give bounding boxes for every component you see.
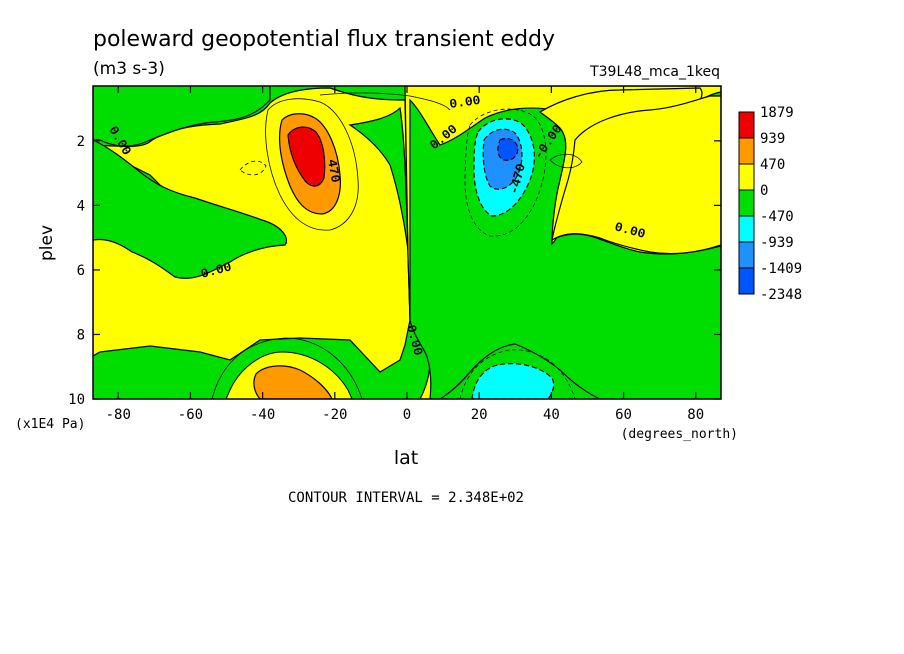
region-green-upper-left [93, 86, 271, 147]
colorbar-label: 470 [760, 157, 785, 173]
x-tick-label: 40 [543, 407, 560, 423]
region-green-left-mid [93, 139, 287, 279]
colorbar-label: -939 [760, 235, 794, 251]
colorbar-swatch [738, 241, 755, 269]
colorbar-label: 0 [760, 183, 768, 199]
colorbar-swatch [738, 215, 755, 243]
contour-field: 0.00 0.00 0.00 0.00 0.00 0.00 470 -470 -… [93, 86, 721, 399]
x-axis-units: (degrees_north) [621, 427, 738, 442]
y-axis-units: (x1E4 Pa) [15, 417, 85, 432]
x-tick-label: -80 [106, 407, 131, 423]
colorbar-label: -1409 [760, 261, 802, 277]
x-tick-label: -20 [322, 407, 347, 423]
contour-line-outer-min [464, 108, 547, 237]
chart-title: poleward geopotential flux transient edd… [93, 27, 555, 52]
region-orange-surface-south [253, 365, 333, 399]
colorbar-label: 1879 [760, 105, 794, 121]
contour-line-surface-south [211, 337, 363, 399]
region-yellow-north-mid [551, 95, 721, 255]
region-cyan-surface-north [471, 363, 555, 399]
contour-label: 0.00 [448, 93, 481, 112]
colorbar-label: 939 [760, 131, 785, 147]
x-tick-label: -60 [178, 407, 203, 423]
colorbar-swatch [738, 189, 755, 217]
colorbar-swatch [738, 111, 755, 139]
colorbar-label: -2348 [760, 287, 802, 303]
y-tick-label: 10 [68, 392, 85, 408]
x-tick-label: -40 [250, 407, 275, 423]
y-tick-label: 8 [77, 327, 85, 343]
colorbar-swatch [738, 163, 755, 191]
x-axis: -80 -60 -40 -20 0 20 40 60 80 [106, 86, 704, 423]
y-tick-label: 4 [77, 198, 85, 214]
contour-interval-note: CONTOUR INTERVAL = 2.348E+02 [288, 490, 524, 506]
contour-label: 470 [324, 158, 343, 184]
x-axis-label: lat [394, 447, 418, 469]
contour-line-small-right [549, 153, 583, 169]
x-tick-label: 0 [403, 407, 411, 423]
y-axis: 2 4 6 8 10 [68, 134, 721, 408]
contour-line-small-left [239, 160, 267, 176]
region-deep-blue-min [497, 137, 519, 161]
colorbar-swatch [738, 137, 755, 165]
colorbar-label: -470 [760, 209, 794, 225]
y-tick-label: 2 [77, 134, 85, 150]
contour-line-surface-north [459, 349, 576, 399]
y-tick-label: 6 [77, 263, 85, 279]
y-axis-label: plev [37, 225, 57, 261]
contour-line-outer-max [265, 98, 359, 231]
x-tick-label: 20 [471, 407, 488, 423]
colorbar-swatch [738, 267, 755, 295]
contour-line-top [319, 92, 451, 111]
x-tick-label: 80 [687, 407, 704, 423]
colorbar: 1879 939 470 0 -470 -939 -1409 -2348 [738, 105, 802, 303]
run-id-label: T39L48_mca_1keq [589, 64, 720, 80]
x-tick-label: 60 [615, 407, 632, 423]
region-red-core [287, 126, 326, 187]
region-green-spike [348, 106, 409, 251]
chart-units: (m3 s-3) [93, 59, 165, 79]
